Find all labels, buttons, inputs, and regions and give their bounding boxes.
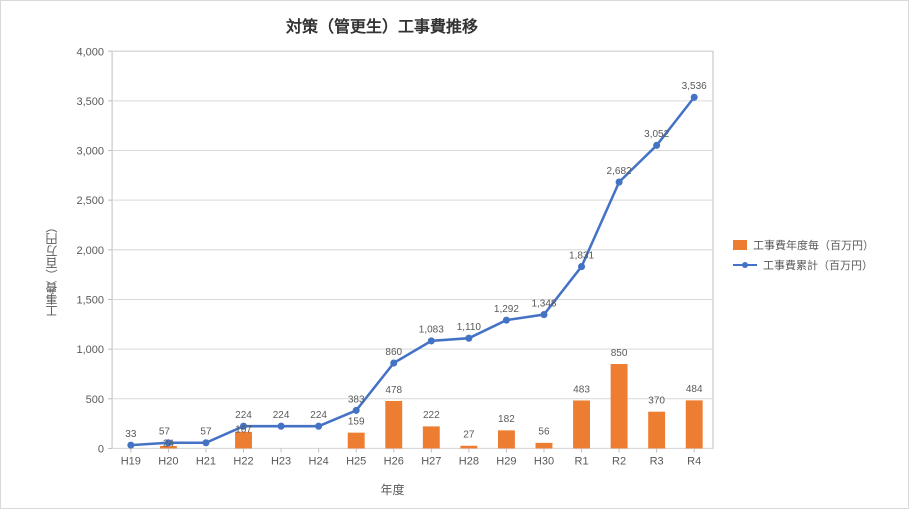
y-tick-label: 0: [98, 443, 104, 455]
bar-data-label: 222: [423, 410, 440, 421]
line-data-label: 224: [235, 410, 252, 421]
y-tick-label: 2,500: [76, 195, 104, 207]
x-axis-label: 年度: [62, 479, 723, 498]
y-tick-label: 1,000: [76, 344, 104, 356]
bar: [573, 400, 590, 448]
legend-bar-label: 工事費年度毎（百万円）: [753, 237, 874, 253]
legend-line-label: 工事費累計（百万円）: [763, 257, 873, 273]
y-tick-label: 2,000: [76, 245, 104, 257]
line-data-label: 57: [159, 427, 171, 438]
x-tick-label: H24: [309, 456, 329, 468]
line-marker: [653, 142, 660, 149]
chart-main: 対策（管更生）工事費推移 工事費（百万円） 0 500 1,000 1,500 2,00…: [1, 1, 733, 508]
line-data-label: 383: [348, 394, 365, 405]
line-marker: [691, 94, 698, 101]
bar: [648, 412, 665, 449]
line-marker: [315, 423, 322, 430]
y-axis-label: 工事費（百万円）: [41, 41, 62, 498]
x-tick-label: H25: [346, 456, 366, 468]
line-marker: [503, 317, 510, 324]
line-data-label: 57: [200, 427, 212, 438]
x-tick-label: H28: [459, 456, 479, 468]
line-marker: [353, 407, 360, 414]
line-data-label: 1,110: [457, 322, 482, 333]
bar-data-label: 167: [235, 424, 252, 435]
bar: [536, 443, 553, 449]
x-tick-label: H23: [271, 456, 291, 468]
x-tick-label: H26: [384, 456, 404, 468]
plot-column: 0 500 1,000 1,500 2,000 2,500 3,000 3,500 4,000 3…: [62, 41, 723, 498]
x-tick-label: H29: [496, 456, 516, 468]
bar: [385, 401, 402, 448]
bar-data-label: 159: [348, 416, 365, 427]
line-data-label: 3,052: [644, 129, 669, 140]
x-tick-label: H27: [421, 456, 441, 468]
x-tick-label: H21: [196, 456, 216, 468]
x-tick-label: H20: [158, 456, 178, 468]
line-marker: [127, 442, 134, 449]
bar: [348, 433, 365, 449]
y-tick-label: 1,500: [76, 294, 104, 306]
bar-swatch-icon: [733, 240, 747, 250]
bar-data-label: 850: [611, 348, 628, 359]
bar: [423, 426, 440, 448]
line-data-label: 3,536: [682, 81, 707, 92]
legend: 工事費年度毎（百万円） 工事費累計（百万円）: [733, 1, 908, 508]
bar: [460, 446, 477, 449]
chart-plot-area: 0 500 1,000 1,500 2,000 2,500 3,000 3,500 4,000 3…: [62, 41, 723, 479]
bar-data-label: 370: [648, 395, 665, 406]
x-tick-label: H30: [534, 456, 554, 468]
y-tick-label: 3,500: [76, 96, 104, 108]
chart-container: 対策（管更生）工事費推移 工事費（百万円） 0 500 1,000 1,500 2,00…: [0, 0, 909, 509]
y-tick-label: 500: [86, 394, 104, 406]
line-data-label: 1,831: [569, 250, 594, 261]
bar: [686, 400, 703, 448]
legend-item-line: 工事費累計（百万円）: [733, 257, 874, 273]
line-marker: [540, 311, 547, 318]
y-tick-label: 4,000: [76, 46, 104, 58]
bar: [611, 364, 628, 448]
bar-data-label: 483: [573, 384, 590, 395]
x-tick-label: H22: [233, 456, 253, 468]
bar-data-label: 24: [163, 438, 175, 449]
line-marker: [616, 179, 623, 186]
line-marker: [390, 359, 397, 366]
x-tick-label: R2: [612, 456, 626, 468]
bar-data-label: 478: [385, 385, 402, 396]
legend-item-bar: 工事費年度毎（百万円）: [733, 237, 874, 253]
bar-data-label: 484: [686, 384, 703, 395]
line-data-label: 33: [125, 429, 137, 440]
plot-wrap: 工事費（百万円） 0 500 1,000 1,500 2,000 2,500 3,000 3,…: [41, 41, 723, 498]
bar-data-label: 27: [463, 430, 475, 441]
y-tick-label: 3,000: [76, 145, 104, 157]
bar-data-label: 56: [538, 427, 550, 438]
line-data-label: 1,083: [419, 325, 444, 336]
line-marker: [465, 335, 472, 342]
chart-title: 対策（管更生）工事費推移: [41, 13, 723, 37]
x-tick-label: R3: [650, 456, 664, 468]
line-data-label: 860: [385, 347, 402, 358]
line-swatch-icon: [733, 259, 757, 271]
x-tick-label: R1: [574, 456, 588, 468]
x-tick-label: H19: [121, 456, 141, 468]
line-data-label: 224: [310, 410, 327, 421]
line-data-label: 1,348: [531, 298, 556, 309]
line-marker: [578, 263, 585, 270]
line-data-label: 1,292: [494, 304, 519, 315]
line-marker: [278, 423, 285, 430]
x-tick-label: R4: [687, 456, 701, 468]
bar-data-label: 182: [498, 414, 515, 425]
line-marker: [428, 337, 435, 344]
line-marker: [202, 439, 209, 446]
line-data-label: 2,682: [607, 166, 632, 177]
line-data-label: 224: [273, 410, 290, 421]
bar: [498, 430, 515, 448]
